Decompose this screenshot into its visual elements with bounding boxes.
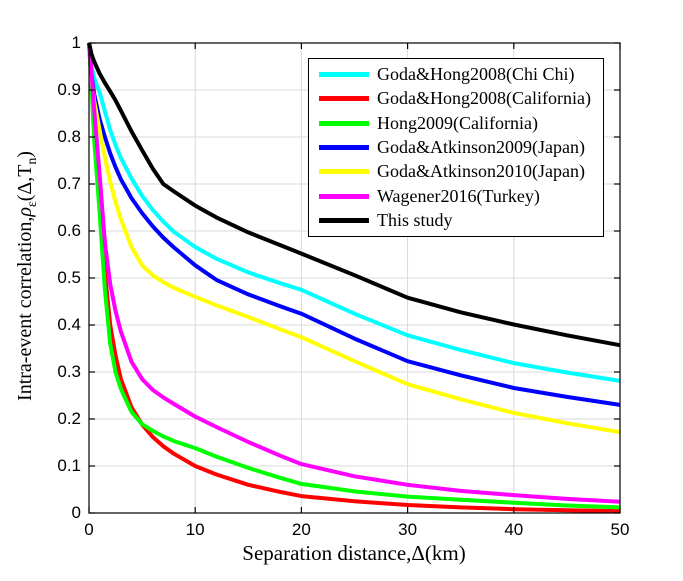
series-curves <box>87 42 621 514</box>
rho-subscript: ε <box>24 201 39 207</box>
legend-entry: Goda&Atkinson2009(Japan) <box>309 136 603 160</box>
legend-entry: Goda&Hong2008(Chi Chi) <box>309 62 603 86</box>
legend-entry-label: Goda&Atkinson2009(Japan) <box>377 137 585 157</box>
series-line <box>87 42 621 407</box>
legend-entry: Wagener2016(Turkey) <box>309 184 603 208</box>
legend-entry: This study <box>309 209 603 233</box>
rho-symbol: ρ <box>14 206 36 217</box>
legend-line-swatch <box>319 145 369 150</box>
legend-line-swatch <box>319 120 369 126</box>
legend-line-swatch <box>319 218 369 224</box>
legend-entry-label: Goda&Hong2008(California) <box>377 88 591 109</box>
tick-marks <box>88 42 621 514</box>
legend-entry-label: Hong2009(California) <box>377 112 538 133</box>
legend-entry: Goda&Atkinson2010(Japan) <box>309 160 603 184</box>
legend-line-swatch <box>319 193 369 199</box>
series-line <box>87 42 621 383</box>
series-line <box>87 42 621 435</box>
y-axis-label: Intra-event correlation,ρε(Δ,Tn) <box>14 151 40 401</box>
legend-entry-label: This study <box>377 210 453 231</box>
series-line <box>87 42 621 348</box>
y-axis-label-text: Intra-event correlation, <box>14 216 36 401</box>
y-axis-label-args: (Δ,T <box>14 164 36 202</box>
legend-line-swatch <box>319 96 369 102</box>
series-line <box>87 42 621 510</box>
tn-subscript: n <box>24 157 39 165</box>
legend-box: Goda&Hong2008(Chi Chi) Goda&Hong2008(Cal… <box>308 58 604 237</box>
legend-entry-label: Wagener2016(Turkey) <box>377 185 540 206</box>
legend-line-swatch <box>319 169 369 175</box>
legend-entry-label: Goda&Atkinson2010(Japan) <box>377 161 585 182</box>
legend-entry-label: Goda&Hong2008(Chi Chi) <box>377 63 575 84</box>
y-axis-label-close: ) <box>14 151 36 158</box>
legend-entry: Hong2009(California) <box>309 111 603 135</box>
x-axis-label: Separation distance,Δ(km) <box>242 541 466 565</box>
series-line <box>87 42 621 504</box>
legend-line-swatch <box>319 71 369 77</box>
legend-entry: Goda&Hong2008(California) <box>309 87 603 111</box>
